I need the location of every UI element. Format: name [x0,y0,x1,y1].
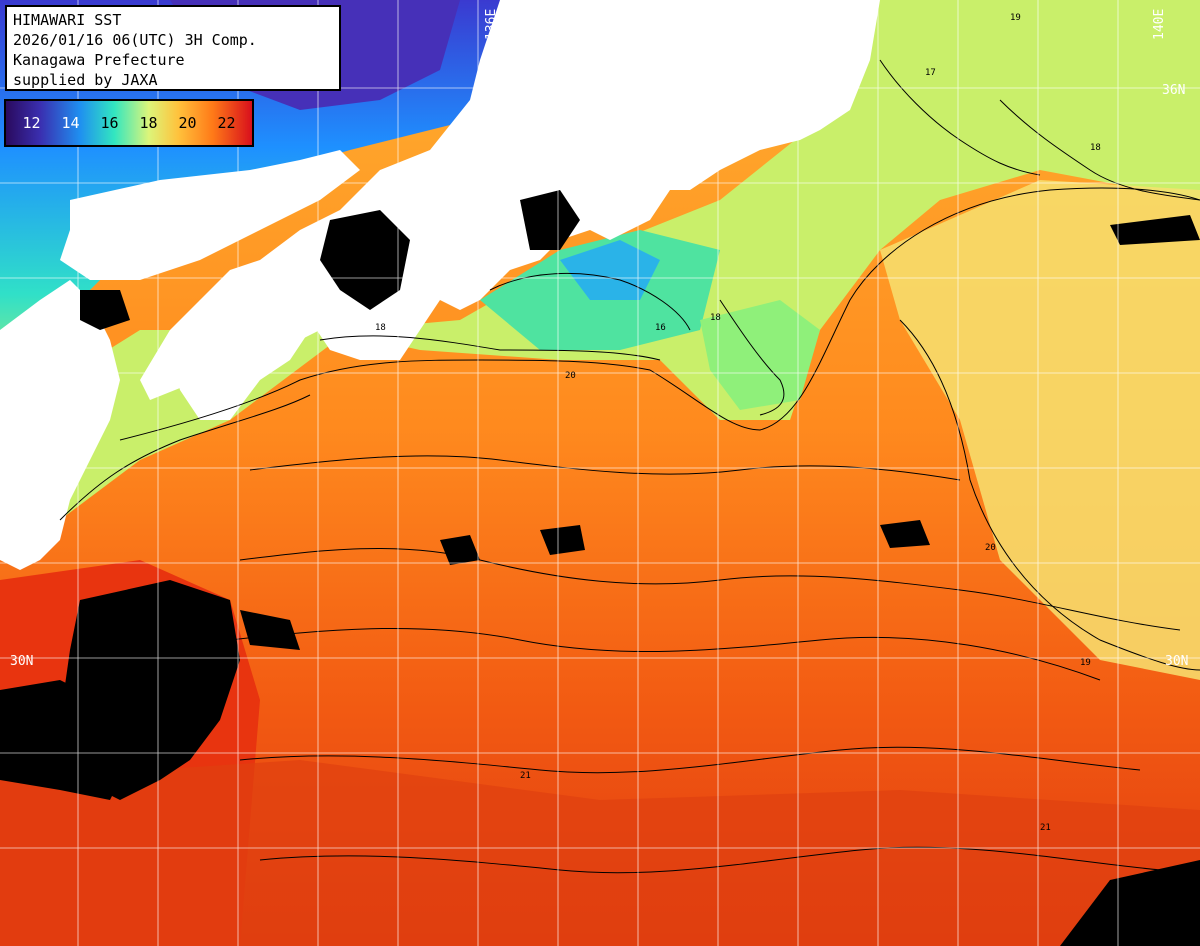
legend-label-22: 22 [217,114,235,132]
grid-label-30n-right: 30N [1165,654,1188,669]
contour-label: 18 [1090,143,1101,153]
legend-label-14: 14 [61,114,79,132]
contour-label: 19 [1080,658,1091,668]
info-box: HIMAWARI SST 2026/01/16 06(UTC) 3H Comp.… [5,5,341,91]
grid-label-136e: 136E [484,9,499,40]
grid-label-34n-left: 34N [10,376,33,391]
color-legend: 12 14 16 18 20 22 [4,99,254,147]
legend-label-18: 18 [139,114,157,132]
contour-label: 21 [520,771,531,781]
contour-label: 17 [925,68,936,78]
legend-label-16: 16 [100,114,118,132]
info-region: Kanagawa Prefecture [13,50,333,70]
info-credit: supplied by JAXA [13,70,333,90]
contour-label: 21 [1040,823,1051,833]
contour-label: 20 [985,543,996,553]
contour-label: 19 [1010,13,1021,23]
contour-label: 18 [375,323,386,333]
contour-label: 20 [565,371,576,381]
grid-label-36n-right: 36N [1162,83,1185,98]
info-title: HIMAWARI SST [13,10,333,30]
contour-label: 16 [655,323,666,333]
legend-label-12: 12 [22,114,40,132]
legend-label-20: 20 [178,114,196,132]
contour-label: 18 [710,313,721,323]
info-datetime: 2026/01/16 06(UTC) 3H Comp. [13,30,333,50]
grid-label-30n-left: 30N [10,654,33,669]
grid-label-140e: 140E [1152,9,1167,40]
